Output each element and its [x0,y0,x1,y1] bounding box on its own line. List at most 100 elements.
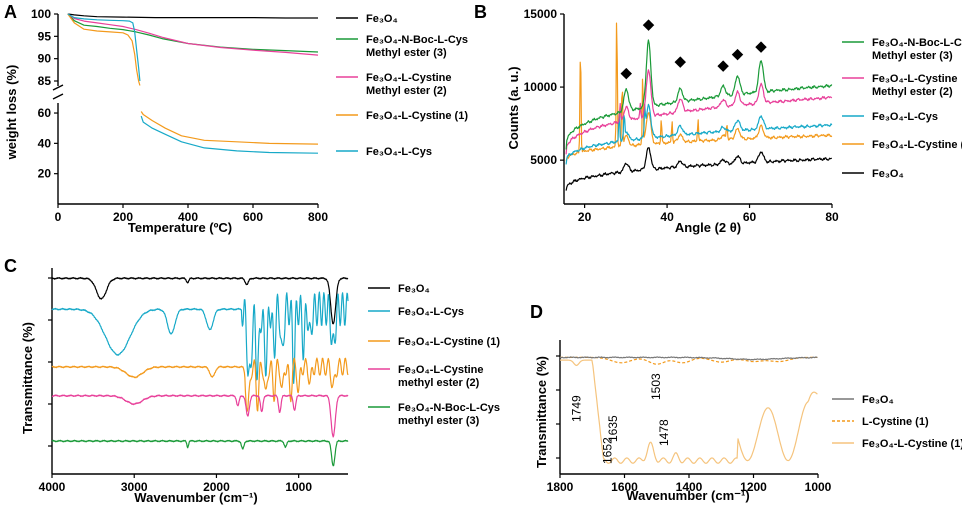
panel-c-legend-label-2: Fe₃O₄-L-Cystine (1) [398,336,500,348]
panel-a-series-fe3o4-upper [67,13,318,19]
panel-a-ytick-label-85: 85 [38,74,52,88]
panel-d-annotation-1652: 1652 [601,437,615,464]
panel-c-legend-label-0: Fe₃O₄ [398,283,430,295]
panel-c-legend-label-4-line2: methyl ester (3) [398,415,480,427]
panel-a-series-fe3o4-l-cystine-1-upper [67,13,141,86]
panel-c-series-fe3o4 [51,276,349,325]
panel-a-legend-label-2: Fe₃O₄-L-Cystine [366,72,452,84]
panel-c-series-fe3o4-n-boc-l-cys-methyl-ester-3 [51,439,349,467]
panel-c-xtick-label-2000: 2000 [203,480,230,494]
panel-b-legend-label-0: Fe₃O₄-N-Boc-L-Cys [872,37,962,49]
panel-d-series-fe3o4 [559,356,818,361]
panel-a-xtick-label-0: 0 [55,210,62,224]
panel-c-series-fe3o4-l-cystine-1 [51,357,349,412]
panel-a-xtick-label-400: 400 [178,210,198,224]
panel-b-ylabel: Counts (a. u.) [506,66,521,149]
panel-b-legend-label-1-line2: Methyl ester (2) [872,86,953,98]
panel-a-legend-label-4: Fe₃O₄-L-Cys [366,146,432,158]
panel-d-annotation-1635: 1635 [606,415,620,442]
panel-c-legend-label-1: Fe₃O₄-L-Cys [398,306,464,318]
panel-a-xtick-label-800: 800 [308,210,328,224]
panel-b-legend-label-1: Fe₃O₄-L-Cystine [872,73,958,85]
panel-b-xtick-label-80: 80 [825,210,839,224]
panel-a-legend-label-1-line2: Methyl ester (3) [366,47,447,59]
panel-b-series-fe3o4-l-cystine-methyl-ester-2 [565,69,833,155]
panel-a-series-fe3o4-n-boc-l-cys-methyl-ester-3-upper [67,13,319,53]
panel-b-xtick-label-60: 60 [743,210,757,224]
panel-d-annotation-1478: 1478 [657,419,671,446]
panel-b-ytick-label-10000: 10000 [524,80,558,94]
panel-label-d: D [530,302,543,322]
panel-a-legend-label-0: Fe₃O₄ [366,13,398,25]
panel-c-ftir-plot: 4000 3000 2000 1000 Fe₃O₄ Fe₃O₄-L-Cys Fe₃O₄-L-… [39,268,500,494]
panel-b-legend-label-2: Fe₃O₄-L-Cys [872,111,938,123]
panel-label-b: B [474,2,487,22]
panel-b-series-fe3o4-l-cys [565,103,833,165]
panel-d-series-l-cystine-1 [560,356,818,365]
panel-c-xtick-label-4000: 4000 [39,480,66,494]
panel-d-series-fe3o4-l-cystine-1 [560,359,818,464]
panel-a-series-fe3o4-l-cystine-methyl-ester-2-upper [67,13,319,56]
panel-a-legend-label-1: Fe₃O₄-N-Boc-L-Cys [366,34,468,46]
panel-d-xtick-label-1600: 1600 [611,480,638,494]
panel-d-legend-label-0: Fe₃O₄ [862,394,894,406]
panel-d-xtick-label-1200: 1200 [740,480,767,494]
panel-b-series-fe3o4 [565,147,833,191]
panel-d-ylabel: Transmittance (%) [534,356,549,468]
panel-b-xtick-label-40: 40 [660,210,674,224]
panel-b-peak-marker-2: ◆ [674,53,686,70]
panel-b-legend-label-3: Fe₃O₄-L-Cystine (1) [872,139,962,151]
panel-b-peak-marker-4: ◆ [732,45,744,62]
panel-a-ytick-label-90: 90 [38,52,52,66]
panel-label-a: A [4,2,17,22]
panel-b-legend-label-4: Fe₃O₄ [872,168,904,180]
panel-c-xlabel: Wavenumber (cm⁻¹) [134,490,257,505]
panel-c-ylabel: Transmittance (%) [20,322,35,434]
panel-b-peak-marker-0: ◆ [620,64,632,81]
panel-d-legend-label-1: L-Cystine (1) [862,416,929,428]
panel-a-axis-break [52,84,64,100]
panel-label-c: C [4,256,17,276]
panel-c-xtick-label-3000: 3000 [121,480,148,494]
panel-b-xlabel: Angle (2 θ) [675,220,741,235]
panel-a-series-fe3o4-l-cys-lower [140,115,319,154]
panel-c-legend-label-3-line2: methyl ester (2) [398,377,480,389]
panel-a-xlabel: Temperature (ºC) [128,220,232,235]
panel-b-peak-marker-3: ◆ [717,57,729,74]
panel-a-ytick-label-20: 20 [38,167,52,181]
panel-b-legend-label-0-line2: Methyl ester (3) [872,50,953,62]
panel-a-legend-label-2-line2: Methyl ester (2) [366,85,447,97]
panel-d-xtick-label-1400: 1400 [676,480,703,494]
panel-a-xtick-label-200: 200 [113,210,133,224]
panel-b-peak-marker-5: ◆ [755,38,767,55]
panel-a-ylabel: weight loss (%) [4,65,19,161]
panel-b-series-fe3o4-n-boc-l-cys-methyl-ester-3 [565,39,833,150]
panel-d-xtick-label-1800: 1800 [547,480,574,494]
panel-b-peak-marker-1: ◆ [643,16,655,33]
panel-a-ytick-label-40: 40 [38,136,52,150]
panel-d-xlabel: Wavenumber (cm⁻¹) [626,488,749,503]
panel-a-ytick-label-60: 60 [38,106,52,120]
panel-a-xtick-label-600: 600 [243,210,263,224]
panel-d-legend-label-2: Fe₃O₄-L-Cystine (1) [862,438,962,450]
panel-d-xtick-label-1000: 1000 [805,480,832,494]
panel-b-xtick-label-20: 20 [578,210,592,224]
panel-b-ytick-label-5000: 5000 [530,153,557,167]
panel-a-legend-label-3: Fe₃O₄-L-Cystine (1) [366,110,468,122]
panel-a-ytick-label-100: 100 [31,7,51,21]
panel-c-xtick-label-1000: 1000 [285,480,312,494]
panel-c-series-fe3o4-l-cys [51,291,349,384]
panel-a-series-fe3o4-l-cystine-1-lower [140,111,319,145]
panel-d-annotation-1503: 1503 [649,373,663,400]
panel-d-annotation-1749: 1749 [569,395,583,422]
panel-a-ytick-label-95: 95 [38,29,52,43]
panel-a-series-fe3o4-l-cys-upper [67,13,141,82]
panel-c-series-fe3o4-l-cystine-methyl-ester-2 [51,394,349,438]
panel-b-ytick-label-15000: 15000 [524,7,558,21]
panel-b-series-fe3o4-l-cystine-1 [565,22,833,162]
panel-c-legend-label-4: Fe₃O₄-N-Boc-L-Cys [398,402,500,414]
